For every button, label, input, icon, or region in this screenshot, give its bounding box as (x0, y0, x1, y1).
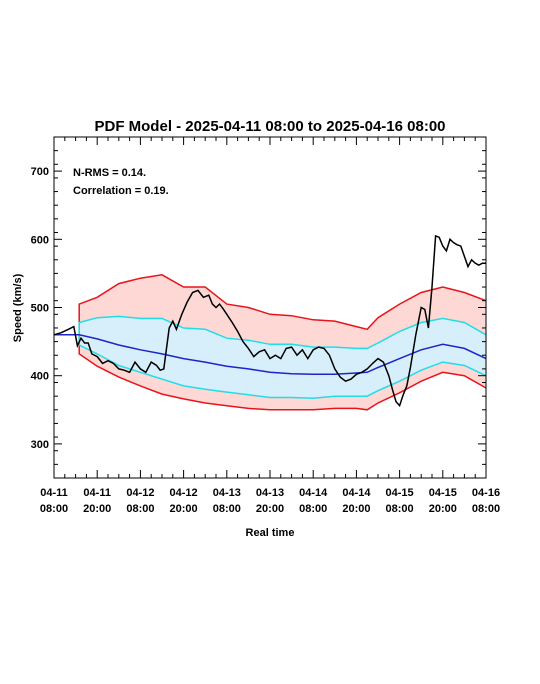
y-tick-label: 700 (31, 166, 49, 178)
x-tick-label-time: 20:00 (170, 503, 198, 515)
y-tick-label: 500 (31, 303, 49, 315)
x-tick-label-time: 20:00 (429, 503, 457, 515)
y-tick-label: 600 (31, 234, 49, 246)
x-tick-label-time: 20:00 (256, 503, 284, 515)
annotation-nrms: N-RMS = 0.14. (73, 167, 146, 179)
x-tick-label-date: 04-14 (342, 487, 371, 499)
y-tick-label: 400 (31, 371, 49, 383)
x-tick-label-date: 04-14 (299, 487, 328, 499)
x-tick-label-time: 08:00 (40, 503, 68, 515)
median-line (54, 334, 487, 376)
x-tick-label-time: 08:00 (472, 503, 500, 515)
x-tick-label-time: 20:00 (342, 503, 370, 515)
x-tick-label-date: 04-12 (170, 487, 198, 499)
tick-labels: 04-11 08:00 04-11 20:00 04-12 08:00 04-12 20:00… (31, 166, 500, 515)
bands (54, 274, 486, 410)
x-tick-label-date: 04-13 (213, 487, 241, 499)
x-axis-label: Real time (246, 527, 295, 539)
x-tick-label-date: 04-11 (83, 487, 111, 499)
annotation-correlation: Correlation = 0.19. (73, 185, 169, 197)
inner-upper-line (54, 315, 487, 350)
x-tick-label-time: 20:00 (83, 503, 111, 515)
x-tick-label-date: 04-16 (472, 487, 500, 499)
x-tick-label-time: 08:00 (126, 503, 154, 515)
y-tick-label: 300 (31, 439, 49, 451)
chart-title: PDF Model - 2025-04-11 08:00 to 2025-04-… (94, 118, 445, 135)
x-tick-label-date: 04-13 (256, 487, 284, 499)
axis-ticks (53, 137, 487, 478)
x-tick-label-date: 04-12 (126, 487, 154, 499)
x-tick-label-time: 08:00 (213, 503, 241, 515)
inner-lower-line (54, 334, 487, 399)
outer-upper-line (54, 274, 487, 336)
series-lines (53, 234, 487, 411)
observed-line (53, 234, 486, 408)
x-tick-label-date: 04-15 (386, 487, 414, 499)
x-tick-label-date: 04-11 (40, 487, 68, 499)
x-tick-label-time: 08:00 (299, 503, 327, 515)
y-axis-label: Speed (km/s) (12, 273, 24, 342)
x-tick-label-time: 08:00 (386, 503, 414, 515)
outer-lower-line (54, 334, 487, 411)
x-tick-label-date: 04-15 (429, 487, 457, 499)
